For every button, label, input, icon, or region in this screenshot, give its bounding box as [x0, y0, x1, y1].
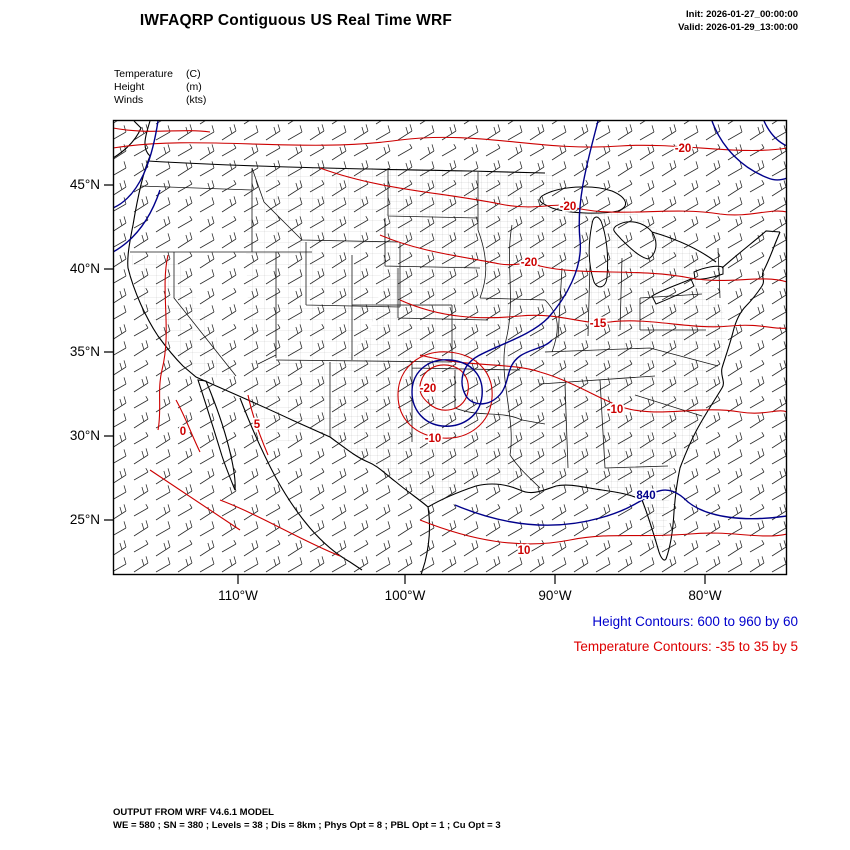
temperature-contours [113, 127, 787, 557]
height-contour-trough [461, 120, 599, 405]
y-axis-label-40n: 40°N [69, 261, 100, 276]
legend-label: Winds [114, 94, 144, 106]
temp-contour [399, 299, 787, 329]
temp-contour [247, 394, 269, 456]
legend-item-temperature: Temperature (C) [114, 68, 206, 81]
height-contour-gulf [454, 489, 787, 526]
temp-contour-loop-outer [397, 351, 493, 439]
legend-unit: (kts) [186, 94, 207, 106]
model-config-line: WE = 580 ; SN = 380 ; Levels = 38 ; Dis … [113, 820, 501, 831]
x-axis-label-100w: 100°W [384, 588, 426, 603]
temp-contour [175, 399, 201, 453]
temp-contour [219, 499, 341, 557]
height-contour-label: 840 [636, 490, 655, 502]
temp-contour-loop-inner [419, 364, 469, 411]
valid-time: Valid: 2026-01-29_13:00:00 [678, 22, 798, 33]
temp-contour [379, 234, 787, 283]
x-axis-label-90w: 90°W [538, 588, 572, 603]
temp-contour [157, 254, 169, 431]
y-axis-label-35n: 35°N [69, 344, 100, 359]
temp-contour [149, 469, 241, 531]
y-axis-label-30n: 30°N [69, 428, 100, 443]
temp-contour-label: -20 [560, 201, 577, 213]
temperature-contour-labels: -20 -20 -20 -15 -10 -20 -10 5 0 10 [178, 141, 693, 559]
temp-contour-label: 10 [518, 545, 531, 557]
temperature-contours-note: Temperature Contours: -35 to 35 by 5 [573, 639, 798, 654]
height-contour-labels: 840 [635, 488, 658, 504]
temp-contour-label: 0 [180, 426, 186, 438]
height-contours [113, 120, 787, 526]
height-contours-note: Height Contours: 600 to 960 by 60 [592, 614, 798, 629]
temp-contour-label: -20 [521, 257, 538, 269]
temp-contour [113, 127, 211, 133]
plot-title: IWFAQRP Contiguous US Real Time WRF [139, 12, 453, 29]
height-contour-loop [411, 359, 483, 427]
height-contour [113, 189, 161, 253]
temp-contour-label: -10 [607, 404, 624, 416]
temp-contour-label: -20 [420, 383, 437, 395]
wind-barbs-field [113, 120, 787, 575]
temp-contour-label: 5 [254, 419, 261, 431]
legend-item-height: Height (m) [114, 81, 206, 94]
temp-contour-label: -10 [425, 433, 442, 445]
x-axis-label-80w: 80°W [688, 588, 722, 603]
field-legend: Temperature (C) Height (m) Winds (kts) [114, 68, 206, 107]
legend-label: Height [114, 81, 145, 93]
legend-unit: (C) [186, 68, 201, 80]
y-axis-label-45n: 45°N [69, 177, 100, 192]
temp-contour-label: -15 [590, 318, 607, 330]
height-contour [711, 120, 787, 181]
temp-contour-label: -20 [675, 143, 692, 155]
temp-contour [319, 167, 787, 216]
temp-contour [113, 136, 787, 152]
y-axis-label-25n: 25°N [69, 512, 100, 527]
legend-item-winds: Winds (kts) [114, 94, 206, 107]
height-contour [763, 120, 787, 147]
temp-contour [419, 354, 787, 414]
legend-label: Temperature [114, 68, 173, 80]
init-time: Init: 2026-01-27_00:00:00 [686, 9, 798, 20]
map-frame [112, 119, 788, 576]
model-version-line: OUTPUT FROM WRF V4.6.1 MODEL [113, 807, 274, 818]
legend-unit: (m) [186, 81, 202, 93]
temp-contour [419, 519, 787, 545]
x-axis-label-110w: 110°W [218, 588, 258, 603]
height-contour [113, 120, 159, 209]
axis-ticks [104, 184, 706, 584]
